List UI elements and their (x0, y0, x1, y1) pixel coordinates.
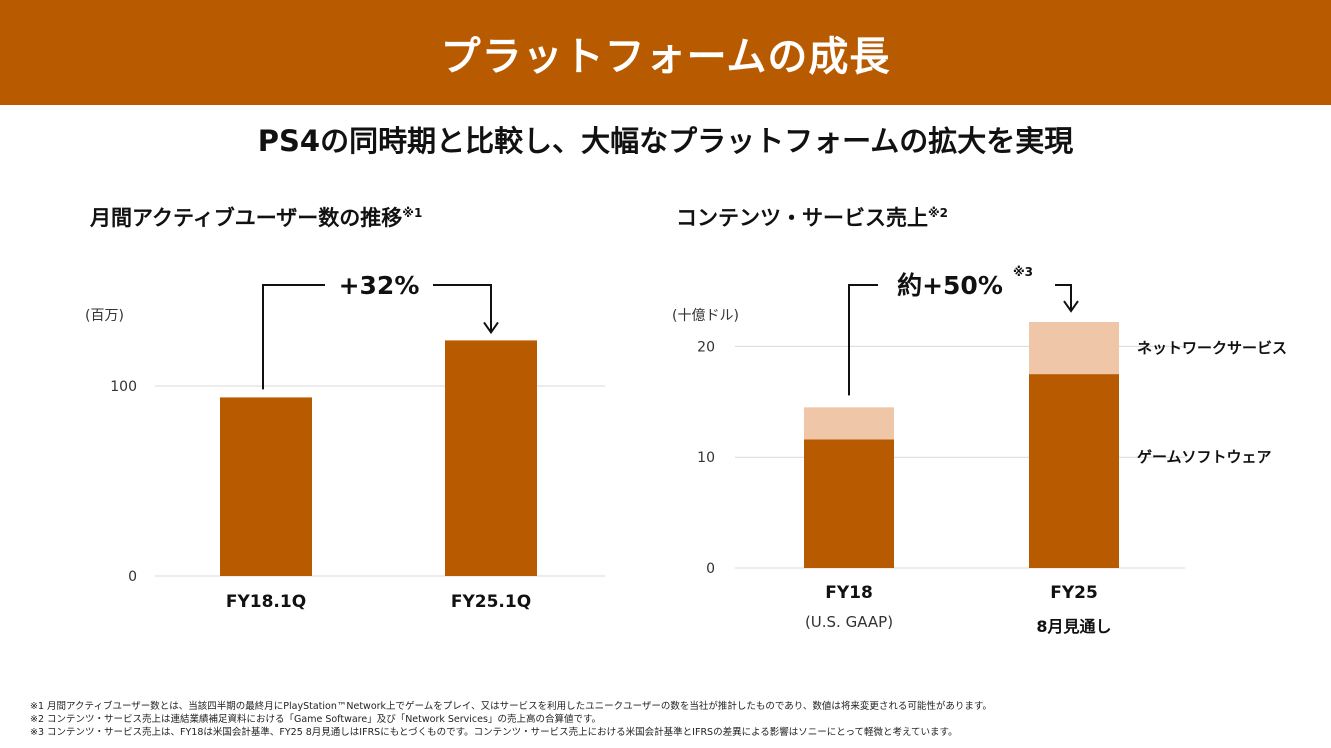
mau-growth-bracket (262, 284, 492, 390)
mau-tick-label: 0 (128, 569, 137, 585)
sales-growth-note: ※3 (1013, 265, 1033, 279)
mau-chart-title-text: 月間アクティブユーザー数の推移 (90, 206, 403, 230)
mau-bar (445, 340, 537, 576)
sales-tick-label: 0 (706, 561, 715, 577)
sales-series-label: ゲームソフトウェア (1137, 448, 1272, 466)
mau-unit-label: (百万) (85, 308, 124, 324)
footnote-3: ※3 コンテンツ・サービス売上は、FY18は米国会計基準、FY25 8月見通しは… (30, 727, 958, 738)
sales-bar-game-software (1029, 374, 1119, 568)
sales-bar-network-services (804, 407, 894, 440)
mau-category-label: FY18.1Q (226, 592, 306, 612)
page-subtitle: PS4の同時期と比較し、大幅なプラットフォームの拡大を実現 (257, 124, 1074, 158)
sales-tick-label: 20 (697, 339, 715, 355)
mau-bar (220, 397, 312, 576)
page-title: プラットフォームの成長 (440, 33, 891, 80)
mau-growth-arrowhead (483, 321, 499, 335)
sales-growth-bracket (848, 284, 1072, 396)
sales-chart-title-text: コンテンツ・サービス売上 (676, 206, 928, 230)
footnotes: ※1 月間アクティブユーザー数とは、当該四半期の最終月にPlayStation™… (30, 700, 1320, 739)
mau-chart-title-note: ※1 (402, 206, 423, 220)
sales-tick-label: 10 (697, 450, 715, 466)
sales-chart-title: コンテンツ・サービス売上※2 (676, 202, 948, 232)
sales-growth-arrowhead (1063, 300, 1079, 313)
sales-bar-network-services (1029, 322, 1119, 375)
sales-growth-label: 約+50% (897, 271, 1003, 300)
mau-chart-title: 月間アクティブユーザー数の推移※1 (90, 202, 422, 232)
sales-series-label: ネットワークサービス (1137, 339, 1287, 357)
sales-category-sublabel: 8月見通し (1036, 617, 1111, 636)
mau-tick-label: 100 (110, 379, 137, 395)
sales-category-label: FY18 (825, 583, 873, 603)
sales-category-sublabel: (U.S. GAAP) (805, 613, 893, 631)
mau-category-label: FY25.1Q (451, 592, 531, 612)
footnote-2: ※2 コンテンツ・サービス売上は連結業績補足資料における「Game Softwa… (30, 714, 601, 725)
sales-category-label: FY25 (1050, 583, 1098, 603)
sales-bar-game-software (804, 439, 894, 568)
sales-chart-title-note: ※2 (928, 206, 949, 220)
mau-growth-label: +32% (339, 271, 420, 300)
sales-unit-label: (十億ドル) (672, 308, 739, 324)
charts-canvas: (百万) 0 100 FY18.1Q FY25.1Q +32% (十億ドル) 0 10 20 FY1… (85, 265, 1287, 636)
header-bar: プラットフォームの成長 (0, 0, 1331, 105)
footnote-1: ※1 月間アクティブユーザー数とは、当該四半期の最終月にPlayStation™… (30, 701, 992, 712)
